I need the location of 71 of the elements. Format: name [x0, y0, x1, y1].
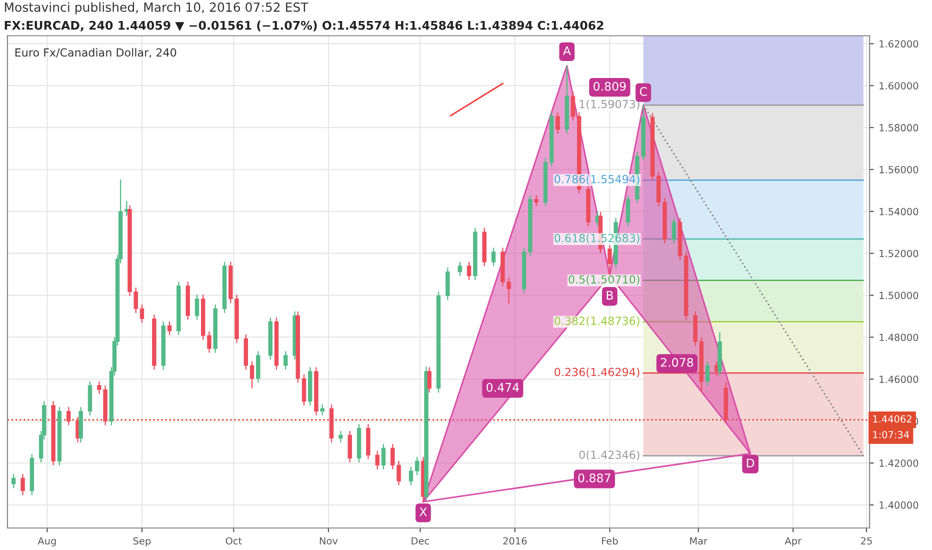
x-tick-label: Sep — [133, 537, 151, 546]
candlestick — [466, 261, 472, 281]
text: Mostavinci published, March 10, 2016 07:52 EST — [4, 2, 308, 14]
annotation: C — [640, 87, 647, 96]
text: Euro Fx/Canadian Dollar, 240 — [15, 48, 176, 58]
candlestick — [284, 350, 288, 370]
x-tick-label: Mar — [690, 537, 708, 545]
ref-line-label: 0.236(1.46294) — [554, 368, 640, 378]
candlestick — [414, 456, 420, 476]
ref-line-label: 0.786(1.55494) — [554, 174, 640, 185]
candlestick — [534, 194, 538, 207]
text: 1:07:34 — [873, 430, 910, 438]
candlestick — [11, 473, 16, 489]
annotation: X — [420, 508, 427, 516]
y-tick-label: 1.42000 — [880, 459, 918, 467]
x-tick-label: Feb — [602, 537, 618, 545]
candlestick — [446, 267, 450, 300]
candlestick — [375, 450, 380, 470]
candlestick — [140, 304, 144, 324]
candlestick — [570, 91, 576, 122]
y-tick-label: 1.60000 — [880, 82, 918, 90]
x-tick-label: Aug — [38, 537, 56, 546]
y-tick-label: 1.62000 — [880, 40, 918, 48]
ref-line-label: 0.618(1.52683) — [554, 234, 640, 244]
candlestick — [348, 430, 352, 463]
x-tick-label: 25 — [861, 537, 872, 545]
candlestick — [167, 320, 172, 336]
y-tick-label: 1.46000 — [880, 376, 918, 383]
y-tick-label: 1.54000 — [880, 208, 918, 216]
y-tick-label: 1.58000 — [880, 124, 918, 132]
annotation: 0.809 — [594, 82, 626, 91]
candlestick — [338, 430, 343, 444]
candlestick — [672, 217, 676, 244]
ref-line-label: 0.382(1.48736) — [554, 316, 640, 326]
candlestick — [408, 466, 414, 486]
annotation: 0.474 — [486, 382, 519, 392]
chart-title: FX:EURCAD, 240 1.44059 ▼ −0.01561 (−1.07%) O:1.45574 H:1.45846 L:1.43894 C:1.44062 — [4, 20, 604, 32]
candlestick — [320, 404, 324, 416]
x-tick-label: Nov — [320, 537, 338, 545]
candlestick — [66, 406, 71, 426]
candlestick — [256, 350, 260, 384]
x-tick-label: Apr — [784, 537, 802, 546]
ref-line-label: 1(1.59073) — [580, 100, 640, 110]
candlestick — [458, 261, 462, 277]
candlestick — [491, 247, 496, 267]
candlestick — [608, 244, 612, 276]
candlestick — [705, 360, 710, 386]
ref-line-label: 1.44062 — [873, 415, 912, 423]
candlestick — [250, 360, 254, 389]
annotation: B — [606, 290, 613, 300]
ref-line-label: 0.5(1.50710) — [568, 275, 640, 285]
y-tick-label: 1.48000 — [880, 334, 918, 342]
x-tick-label: Oct — [226, 537, 242, 545]
candlestick — [556, 112, 560, 134]
candlestick — [20, 473, 25, 496]
annotation: 2.078 — [660, 358, 694, 367]
candlestick — [427, 366, 432, 394]
y-tick-label: 1.52000 — [880, 250, 918, 258]
y-tick-label: 1.56000 — [880, 166, 918, 174]
annotation: D — [746, 458, 754, 468]
x-tick-label: Dec — [412, 537, 429, 545]
candlestick — [194, 294, 200, 320]
annotation: A — [562, 46, 571, 55]
x-tick-label: 2016 — [503, 537, 527, 545]
candlestick — [381, 443, 386, 470]
candlestick — [302, 374, 306, 406]
y-tick-label: 1.40000 — [880, 501, 918, 509]
ref-line-label: 0(1.42346) — [579, 450, 640, 460]
y-tick-label: 1.50000 — [880, 292, 918, 300]
annotation: 0.887 — [578, 473, 610, 482]
candlestick — [626, 194, 630, 227]
